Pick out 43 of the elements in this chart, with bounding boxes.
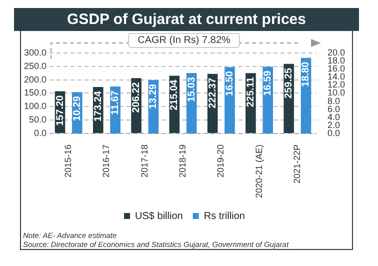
data-label: 206.22 xyxy=(131,82,142,113)
data-label: 215.04 xyxy=(169,79,180,110)
x-tick-label: 2015-16 xyxy=(63,144,74,178)
data-label: 16.50 xyxy=(224,70,236,96)
x-tick-label: 2020-21 (AE) xyxy=(254,144,264,198)
y2-tick-label: 18.0 xyxy=(327,56,346,66)
y2-tick-label: 4.0 xyxy=(327,112,340,122)
y2-tick-label: 12.0 xyxy=(327,80,346,90)
x-tick-label: 2016-17 xyxy=(101,144,112,178)
data-label: 225.11 xyxy=(245,76,256,108)
y2-tick-label: 0.0 xyxy=(327,128,340,138)
y-tick-label: 150.0 xyxy=(24,88,47,98)
data-label: 13.29 xyxy=(148,84,160,110)
y2-tick-label: 6.0 xyxy=(327,104,340,114)
y2-tick-label: 16.0 xyxy=(327,64,346,74)
y-tick-label: 200.0 xyxy=(24,74,47,84)
y2-tick-label: 20.0 xyxy=(327,47,346,58)
data-label: 173.24 xyxy=(92,90,104,122)
y-tick-label: 100.0 xyxy=(24,101,47,112)
data-label: 222.37 xyxy=(207,77,218,108)
y2-tick-label: 14.0 xyxy=(327,72,346,82)
chart-title: GSDP of Gujarat at current prices xyxy=(14,8,359,31)
legend-label: Rs trillion xyxy=(204,210,245,222)
y2-tick-label: 10.0 xyxy=(327,88,346,98)
data-label: 11.67 xyxy=(110,90,122,115)
y2-tick-label: 2.0 xyxy=(327,120,340,130)
x-tick-label: 2017-18 xyxy=(139,144,150,178)
text: CAGR (In Rs) 7.82% xyxy=(128,33,240,48)
x-tick-label: 2018-19 xyxy=(177,144,188,178)
y-tick-label: 0.0 xyxy=(34,128,47,138)
x-tick-label: 2019-20 xyxy=(216,144,226,178)
data-label: 157.20 xyxy=(54,94,66,126)
data-label: 259.25 xyxy=(284,68,295,99)
y-tick-label: 300.0 xyxy=(24,47,47,58)
data-label: 15.03 xyxy=(186,76,198,102)
y2-tick-label: 8.0 xyxy=(327,96,340,106)
y-tick-label: 50.0 xyxy=(28,114,47,125)
data-label: 18.80 xyxy=(300,61,312,87)
legend-label: US$ billion xyxy=(135,210,183,222)
data-label: 10.29 xyxy=(72,96,83,122)
x-tick-label: 2021-22P xyxy=(292,144,302,184)
y-tick-label: 250.0 xyxy=(24,60,47,71)
data-label: 16.59 xyxy=(262,70,274,96)
